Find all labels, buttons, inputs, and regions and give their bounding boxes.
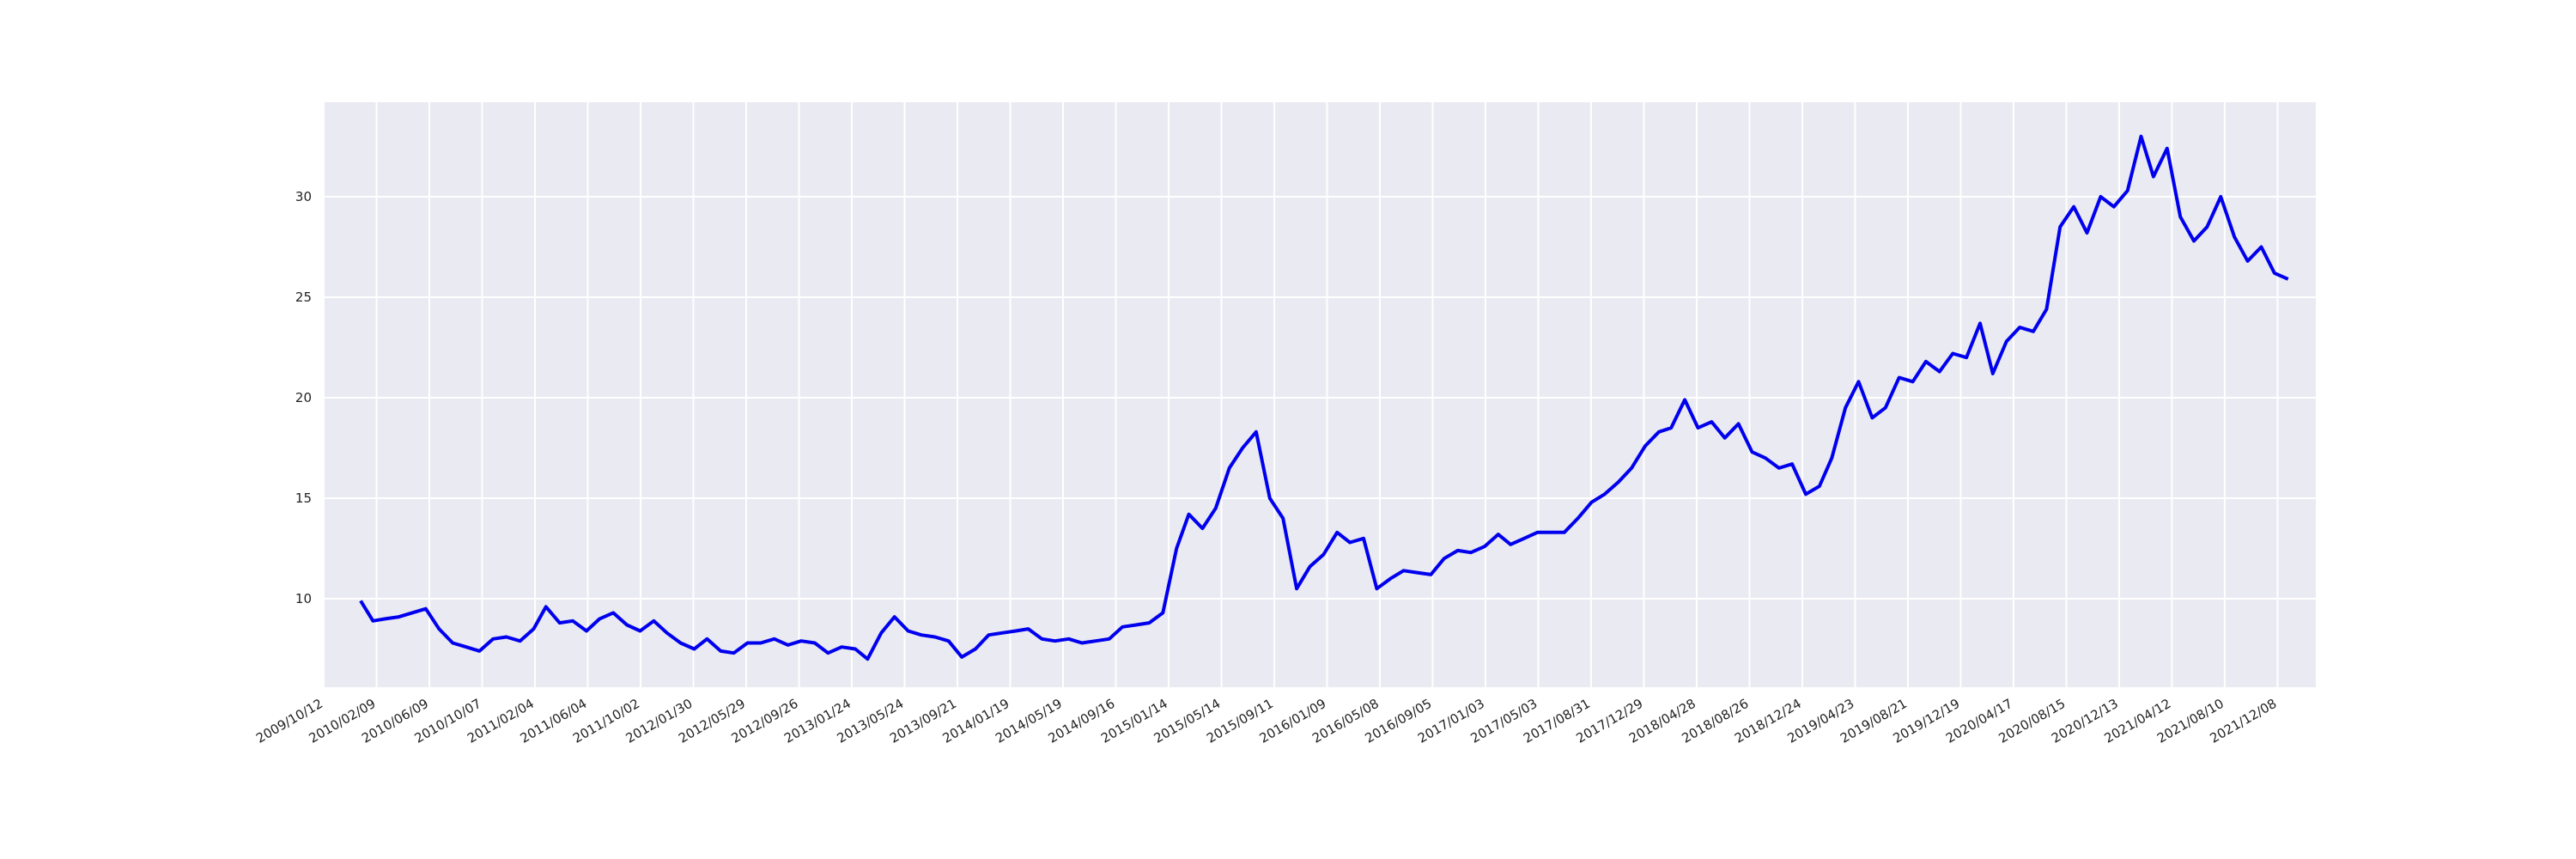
y-tick-label: 20 [295,390,312,405]
data-line [359,134,2289,661]
y-tick-label: 30 [295,189,312,204]
y-tick-label: 15 [295,490,312,506]
plot-area [324,102,2316,687]
y-tick-label: 10 [295,591,312,606]
y-tick-label: 25 [295,289,312,305]
